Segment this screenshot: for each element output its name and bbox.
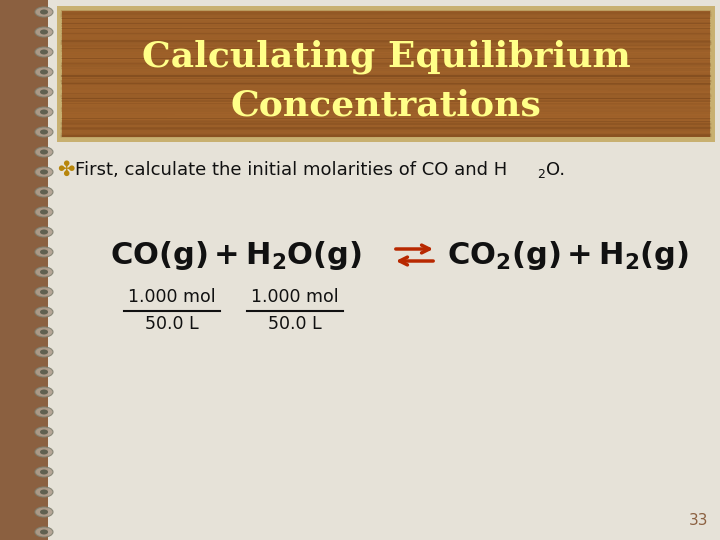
Ellipse shape xyxy=(35,87,53,97)
Ellipse shape xyxy=(35,187,53,197)
Text: 50.0 L: 50.0 L xyxy=(145,315,199,333)
Text: $\mathbf{CO(g)+H_2O(g)}$: $\mathbf{CO(g)+H_2O(g)}$ xyxy=(110,239,362,272)
Ellipse shape xyxy=(35,507,53,517)
Ellipse shape xyxy=(35,227,53,237)
Ellipse shape xyxy=(40,510,48,515)
Ellipse shape xyxy=(40,30,48,35)
Ellipse shape xyxy=(40,530,48,535)
Ellipse shape xyxy=(35,367,53,377)
Text: O.: O. xyxy=(546,161,565,179)
Ellipse shape xyxy=(35,67,53,77)
Ellipse shape xyxy=(35,527,53,537)
Ellipse shape xyxy=(35,327,53,337)
Ellipse shape xyxy=(35,407,53,417)
Ellipse shape xyxy=(35,487,53,497)
Ellipse shape xyxy=(40,389,48,395)
Ellipse shape xyxy=(35,7,53,17)
Ellipse shape xyxy=(35,267,53,277)
Ellipse shape xyxy=(35,27,53,37)
Bar xyxy=(0,0,48,540)
Bar xyxy=(57,6,715,142)
Ellipse shape xyxy=(40,170,48,174)
Bar xyxy=(62,11,710,137)
Ellipse shape xyxy=(40,90,48,94)
Ellipse shape xyxy=(40,289,48,294)
Ellipse shape xyxy=(35,207,53,217)
Ellipse shape xyxy=(35,387,53,397)
Ellipse shape xyxy=(35,307,53,317)
Ellipse shape xyxy=(35,167,53,177)
Text: 50.0 L: 50.0 L xyxy=(268,315,322,333)
Text: 33: 33 xyxy=(688,513,708,528)
Ellipse shape xyxy=(40,449,48,455)
Text: Concentrations: Concentrations xyxy=(230,88,541,122)
Ellipse shape xyxy=(35,127,53,137)
Text: Calculating Equilibrium: Calculating Equilibrium xyxy=(142,40,631,74)
Ellipse shape xyxy=(40,329,48,334)
Text: First, calculate the initial molarities of CO and H: First, calculate the initial molarities … xyxy=(75,161,508,179)
Ellipse shape xyxy=(40,489,48,495)
Ellipse shape xyxy=(40,309,48,314)
Text: ✤: ✤ xyxy=(57,160,74,180)
Ellipse shape xyxy=(40,70,48,75)
Ellipse shape xyxy=(40,249,48,254)
Ellipse shape xyxy=(40,429,48,435)
Text: 2: 2 xyxy=(537,168,545,181)
Ellipse shape xyxy=(40,349,48,354)
Ellipse shape xyxy=(40,10,48,15)
Ellipse shape xyxy=(35,467,53,477)
Ellipse shape xyxy=(35,147,53,157)
Ellipse shape xyxy=(35,347,53,357)
Ellipse shape xyxy=(40,130,48,134)
Ellipse shape xyxy=(40,230,48,234)
Ellipse shape xyxy=(35,427,53,437)
Ellipse shape xyxy=(35,287,53,297)
Ellipse shape xyxy=(40,469,48,475)
Ellipse shape xyxy=(40,190,48,194)
Ellipse shape xyxy=(35,47,53,57)
Text: 1.000 mol: 1.000 mol xyxy=(251,288,339,306)
Text: $\mathbf{CO_2(g)+H_2(g)}$: $\mathbf{CO_2(g)+H_2(g)}$ xyxy=(447,239,689,272)
Ellipse shape xyxy=(40,409,48,415)
Ellipse shape xyxy=(40,269,48,274)
Ellipse shape xyxy=(35,107,53,117)
Ellipse shape xyxy=(40,150,48,154)
Ellipse shape xyxy=(35,447,53,457)
Ellipse shape xyxy=(40,110,48,114)
Ellipse shape xyxy=(35,247,53,257)
Ellipse shape xyxy=(40,50,48,55)
Ellipse shape xyxy=(40,369,48,375)
Ellipse shape xyxy=(40,210,48,214)
Text: 1.000 mol: 1.000 mol xyxy=(128,288,216,306)
